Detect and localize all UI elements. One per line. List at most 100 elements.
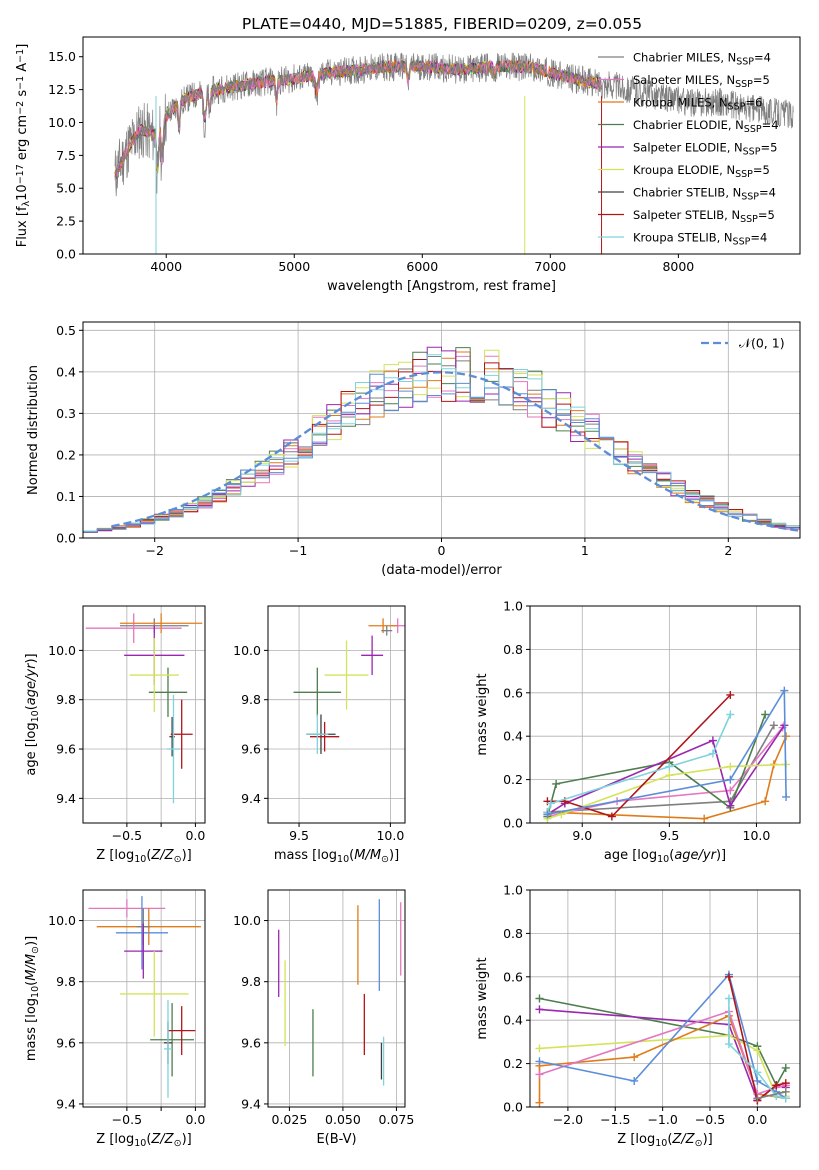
mass-weight-line	[547, 687, 787, 816]
label-part: ]	[15, 44, 30, 49]
axes-frame	[529, 889, 801, 1108]
label-part: age [log	[604, 848, 657, 863]
legend-label: Salpeter STELIB, NSSP=5	[633, 208, 775, 225]
y-tick-label: 1.0	[503, 599, 523, 614]
mass-weight-marker	[708, 736, 717, 745]
label-part: (	[146, 1132, 151, 1147]
label-part: 10	[337, 854, 349, 865]
massweight-vs-age-panel: 9.0 9.5 10.0 0.0 0.2 0.4 0.6 0.8 1.0 age [log10(a…	[475, 599, 801, 865]
mass-weight-marker	[724, 1040, 733, 1049]
y-tick-label: 9.4	[56, 1096, 76, 1111]
x-tick-label: 7000	[534, 259, 566, 274]
y-tick-label: 0.8	[503, 926, 523, 941]
label-part: M/M	[24, 954, 39, 981]
label-part: ⊙	[381, 854, 389, 865]
x-tick-label: −0.5	[695, 1112, 725, 1127]
x-axis-label: Z [log10(Z/Z⊙)]	[96, 848, 191, 865]
label-part: s	[15, 90, 30, 101]
y-tick-label: 15.0	[48, 49, 76, 64]
mass-weight-marker	[708, 749, 717, 758]
y-tick-label: 0.3	[56, 406, 76, 421]
y-tick-label: 9.8	[56, 974, 76, 989]
mass-weight-marker	[772, 1081, 781, 1090]
x-tick-label: −2.0	[553, 1112, 583, 1127]
y-tick-label: 0.2	[503, 772, 523, 787]
mass-weight-marker	[782, 732, 791, 741]
mass-weight-marker	[535, 1005, 544, 1014]
plot-area	[278, 899, 402, 1086]
y-tick-label: 0.4	[56, 364, 76, 379]
x-tick-label: 0.0	[747, 1112, 767, 1127]
y-tick-label: 9.8	[241, 692, 261, 707]
y-tick-label: 0.8	[503, 642, 523, 657]
label-part: (	[24, 981, 39, 986]
histogram-series	[83, 373, 800, 533]
label-part: )]	[182, 1132, 192, 1147]
label-part: erg cm	[15, 115, 30, 164]
label-part: Kroupa MILES, N	[633, 96, 728, 110]
y-tick-label: 7.5	[56, 148, 76, 163]
mass-weight-marker	[753, 1068, 762, 1077]
plot-area	[543, 686, 791, 823]
label-part: M/M	[354, 848, 381, 863]
label-part: )]	[182, 848, 192, 863]
label-part: Chabrier MILES, N	[633, 51, 736, 65]
mass-weight-marker	[761, 710, 770, 719]
x-tick-label: −1.0	[647, 1112, 677, 1127]
label-part: age/yr	[674, 848, 717, 863]
y-tick-label: 5.0	[56, 181, 76, 196]
axes-frame	[529, 605, 801, 824]
y-tick-label: 9.4	[241, 791, 261, 806]
mass-weight-marker	[535, 1044, 544, 1053]
label-part: (	[349, 848, 354, 863]
label-part: A	[15, 63, 30, 76]
x-tick-label: 0.025	[272, 1112, 308, 1127]
histogram-series	[83, 354, 800, 532]
axes-frame	[82, 605, 206, 824]
x-tick-label: 1	[581, 543, 589, 558]
y-tick-label: 0.4	[503, 729, 523, 744]
mass-weight-marker	[753, 1076, 762, 1085]
axes-frame	[82, 889, 206, 1108]
label-part: E(B-V)	[316, 1132, 356, 1147]
mass-weight-marker	[535, 1070, 544, 1079]
spectrum-panel: 4000 5000 6000 7000 8000 0.0 2.5 5.0 7.5 10.0 12.5…	[15, 36, 801, 294]
label-part: )]	[24, 653, 39, 663]
x-tick-label: −1	[289, 543, 307, 558]
y-tick-label: 0.5	[56, 323, 76, 338]
label-part: −1	[15, 76, 26, 90]
mass-weight-marker	[753, 1094, 762, 1103]
x-tick-label: 4000	[150, 259, 182, 274]
plot-area	[293, 618, 405, 754]
mass-weight-marker	[761, 797, 770, 806]
label-part: 10	[30, 710, 41, 722]
label-part: Z/Z	[671, 1132, 695, 1147]
mass-weight-marker	[665, 762, 674, 771]
legend-label: Kroupa ELODIE, NSSP=5	[633, 163, 770, 180]
y-axis-label: Flux [fλ10−17 erg cm−2 s−1 A−1]	[15, 44, 32, 248]
y-axis-label: mass weight	[475, 673, 490, 755]
x-tick-label: 9.0	[572, 828, 592, 843]
y-axis-label: mass weight	[475, 957, 490, 1039]
y-tick-label: 0.0	[56, 247, 76, 262]
label-part: )]	[716, 848, 726, 863]
label-part: SSP	[735, 169, 753, 180]
normal-curve	[111, 371, 800, 532]
label-part: ⊙	[174, 1138, 182, 1149]
mass-weight-marker	[753, 1046, 762, 1055]
label-part: Z/Z	[150, 1132, 174, 1147]
y-tick-label: 0.2	[503, 1056, 523, 1071]
x-axis-label: Z [log10(Z/Z⊙)]	[617, 1132, 712, 1149]
mass-vs-Z-panel: −0.5 0.09.49.69.810.0Z [log10(Z/Z⊙)]mass …	[24, 889, 206, 1149]
mass-weight-marker	[665, 771, 674, 780]
mass-weight-marker	[726, 762, 735, 771]
y-tick-label: 9.4	[56, 791, 76, 806]
x-tick-label: 5000	[278, 259, 310, 274]
label-part: 10	[657, 854, 669, 865]
label-part: Chabrier STELIB, N	[633, 186, 741, 200]
residual-panel: −2 −1 0 1 2 0.0 0.1 0.2 0.3 0.4 0.5 (data-model)/er…	[26, 321, 801, 578]
x-tick-label: 6000	[406, 259, 438, 274]
label-part: =5	[760, 141, 777, 155]
label-part: )]	[389, 848, 399, 863]
